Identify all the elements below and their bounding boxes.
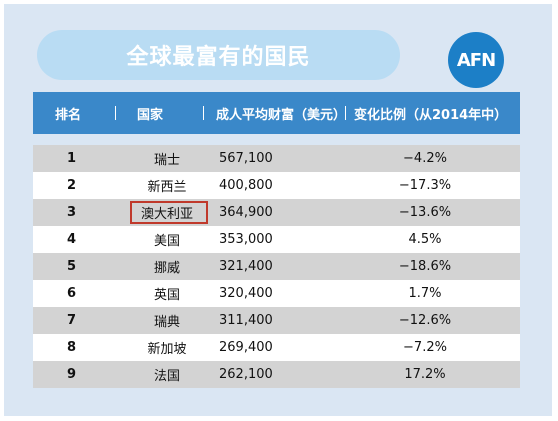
ranking-table: 1 瑞士 567,100 −4.2% 2 新西兰 400,800 −17.3% … (33, 145, 520, 388)
change-cell: −17.3% (398, 178, 452, 193)
highlight-box (130, 201, 208, 224)
table-row: 7 瑞典 311,400 −12.6% (33, 307, 520, 334)
change-cell: −12.6% (398, 313, 452, 328)
table-header: 排名 国家 成人平均财富（美元） 变化比例（从2014年中） (33, 92, 520, 134)
wealth-cell: 400,800 (219, 178, 273, 193)
country-cell: 法国 (153, 369, 180, 384)
wealth-cell: 262,100 (219, 367, 273, 382)
change-cell: 17.2% (404, 367, 446, 382)
wealth-cell: 364,900 (219, 205, 273, 220)
country-cell: 瑞士 (153, 153, 180, 168)
rank-cell: 8 (67, 340, 77, 355)
header-change: 变化比例（从2014年中） (354, 107, 508, 123)
header-rank: 排名 (55, 107, 82, 123)
table-row: 4 美国 353,000 4.5% (33, 226, 520, 253)
header-wealth: 成人平均财富（美元） (216, 107, 347, 123)
country-cell: 英国 (153, 288, 180, 303)
change-cell: −18.6% (398, 259, 452, 274)
country-cell: 挪威 (153, 261, 180, 276)
country-cell: 美国 (153, 234, 180, 249)
wealth-cell: 320,400 (219, 286, 273, 301)
country-cell: 澳大利亚 (140, 207, 193, 222)
wealth-cell: 311,400 (219, 313, 273, 328)
change-cell: −4.2% (403, 151, 447, 166)
wealth-cell: 269,400 (219, 340, 273, 355)
change-cell: 1.7% (408, 286, 442, 301)
rank-cell: 2 (67, 178, 77, 193)
rank-cell: 5 (67, 259, 77, 274)
header-divider (345, 106, 346, 120)
change-cell: 4.5% (408, 232, 442, 247)
page-title: 全球最富有的国民 (37, 30, 400, 80)
table-row: 9 法国 262,100 17.2% (33, 361, 520, 388)
rank-cell: 7 (67, 313, 77, 328)
table-row: 6 英国 320,400 1.7% (33, 280, 520, 307)
header-country: 国家 (137, 107, 164, 123)
header-divider (203, 106, 204, 120)
table-row: 2 新西兰 400,800 −17.3% (33, 172, 520, 199)
rank-cell: 3 (67, 205, 77, 220)
rank-cell: 9 (67, 367, 77, 382)
wealth-cell: 321,400 (219, 259, 273, 274)
rank-cell: 1 (67, 151, 77, 166)
afn-logo: AFN (448, 32, 504, 88)
table-row: 8 新加坡 269,400 −7.2% (33, 334, 520, 361)
wealth-cell: 353,000 (219, 232, 273, 247)
table-row: 3 澳大利亚 364,900 −13.6% (33, 199, 520, 226)
table-row: 5 挪威 321,400 −18.6% (33, 253, 520, 280)
country-cell: 瑞典 (153, 315, 180, 330)
rank-cell: 6 (67, 286, 77, 301)
rank-cell: 4 (67, 232, 77, 247)
table-row: 1 瑞士 567,100 −4.2% (33, 145, 520, 172)
wealth-cell: 567,100 (219, 151, 273, 166)
change-cell: −13.6% (398, 205, 452, 220)
country-cell: 新西兰 (147, 180, 187, 195)
header-divider (115, 106, 116, 120)
country-cell: 新加坡 (147, 342, 187, 357)
change-cell: −7.2% (403, 340, 447, 355)
